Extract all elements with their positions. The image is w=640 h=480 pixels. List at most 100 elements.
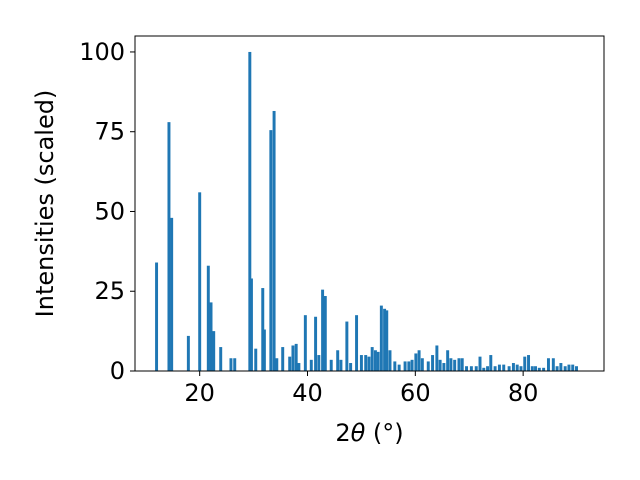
x-axis-label: 2θ (°) <box>335 419 403 447</box>
bar <box>563 366 567 371</box>
bar <box>376 351 380 371</box>
bar <box>420 358 424 371</box>
bar <box>370 347 374 371</box>
bar <box>457 358 461 371</box>
y-axis-ticks: 0 25 50 75 100 <box>79 38 135 385</box>
x-axis-ticks: 20 40 60 80 <box>184 371 538 407</box>
bar <box>186 335 190 371</box>
bar <box>446 350 450 371</box>
bar <box>373 350 377 371</box>
bar <box>435 345 439 371</box>
bar <box>519 366 523 371</box>
bar <box>555 366 559 371</box>
bar <box>206 265 210 371</box>
bar <box>288 356 292 371</box>
bar <box>388 350 392 371</box>
bar <box>502 364 506 371</box>
bar <box>254 348 258 371</box>
bar <box>219 347 223 371</box>
bar <box>527 355 531 371</box>
bar <box>507 366 511 371</box>
bar <box>233 358 237 371</box>
bar <box>530 366 534 371</box>
bar <box>262 329 266 371</box>
bar <box>546 358 550 371</box>
bar <box>486 366 490 371</box>
bar <box>493 366 497 371</box>
bar <box>469 366 473 371</box>
bar <box>383 308 387 371</box>
bar <box>314 316 318 371</box>
bar <box>269 130 273 371</box>
bar <box>281 347 285 371</box>
bar <box>489 355 493 371</box>
bar <box>497 364 501 371</box>
bar <box>321 289 325 371</box>
bar <box>294 343 298 371</box>
bar <box>248 51 252 371</box>
bar <box>249 278 253 371</box>
bar <box>170 217 174 371</box>
bar <box>364 355 368 371</box>
bar <box>339 359 343 371</box>
bar <box>438 359 442 371</box>
bar <box>571 364 575 371</box>
y-tick-label: 50 <box>94 197 125 225</box>
bar <box>303 315 307 371</box>
bar <box>414 353 418 371</box>
bar <box>359 355 363 371</box>
bar <box>323 296 327 371</box>
bar <box>261 288 265 371</box>
bar <box>474 366 478 371</box>
bar <box>410 359 414 371</box>
bar <box>329 359 333 371</box>
bar <box>511 363 515 371</box>
bar <box>534 366 538 371</box>
bar <box>478 356 482 371</box>
bar <box>403 361 407 371</box>
bar <box>355 315 359 371</box>
x-tick-label: 40 <box>292 379 323 407</box>
x-axis-label-theta: θ <box>351 419 366 447</box>
bar <box>482 367 486 371</box>
bar <box>551 358 555 371</box>
bar <box>345 321 349 371</box>
bar <box>209 302 213 371</box>
bar <box>309 359 313 371</box>
bar <box>385 310 389 371</box>
y-tick-label: 25 <box>94 277 125 305</box>
bar <box>167 122 171 371</box>
plot-frame <box>134 35 605 372</box>
x-axis-label-main: 2 <box>335 419 350 447</box>
bar <box>426 361 430 371</box>
bar <box>367 356 371 371</box>
y-tick-label: 0 <box>110 357 125 385</box>
bar <box>291 345 295 371</box>
bar <box>297 363 301 371</box>
x-tick-label: 20 <box>184 379 215 407</box>
bar <box>272 110 276 371</box>
bar <box>453 359 457 371</box>
bar <box>542 367 546 371</box>
bar <box>397 364 401 371</box>
bar <box>559 363 563 371</box>
bar <box>229 358 233 371</box>
bar-series <box>155 51 578 371</box>
bar <box>393 361 397 371</box>
bar <box>155 262 159 371</box>
y-axis-label: Intensities (scaled) <box>31 90 59 318</box>
x-tick-label: 80 <box>508 379 539 407</box>
bar <box>465 366 469 371</box>
x-tick-label: 60 <box>400 379 431 407</box>
bar <box>567 364 571 371</box>
bar <box>460 358 464 371</box>
bar <box>431 355 435 371</box>
bar <box>537 367 541 371</box>
bar <box>407 361 411 371</box>
bar <box>515 364 519 371</box>
bar <box>449 358 453 371</box>
y-tick-label: 75 <box>94 118 125 146</box>
bar <box>349 363 353 371</box>
bar <box>198 192 202 371</box>
